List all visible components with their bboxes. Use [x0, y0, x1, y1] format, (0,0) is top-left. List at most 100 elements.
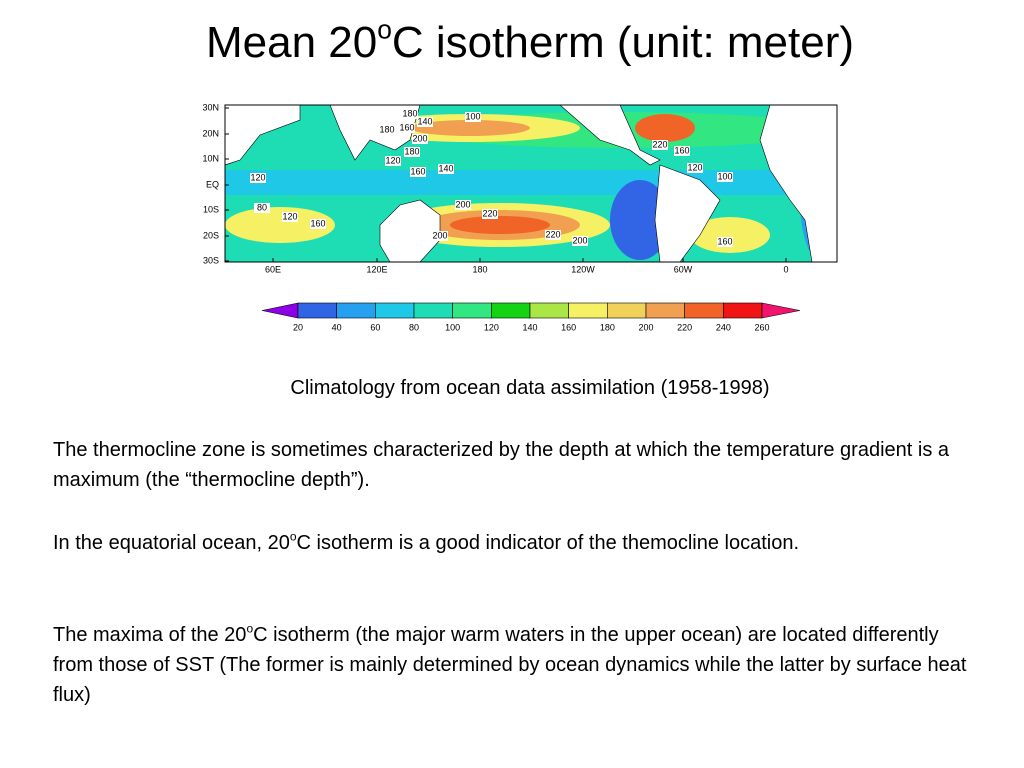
land — [329, 105, 421, 161]
colorbar-box — [297, 302, 337, 319]
contour-label-bg — [254, 203, 270, 213]
colorbar-label: 160 — [561, 322, 576, 332]
contour-label: 220 — [545, 229, 560, 239]
contour-label-bg — [717, 172, 733, 182]
warm-band — [635, 114, 695, 142]
colorbar-label: 60 — [370, 322, 380, 332]
contour-label-bg — [379, 125, 395, 135]
colorbar-label: 120 — [484, 322, 499, 332]
lat-label: 20N — [202, 128, 219, 138]
contour-label: 160 — [399, 122, 414, 132]
colorbar-box — [568, 302, 608, 319]
lon-label: 120W — [571, 264, 595, 274]
colorbar-label: 260 — [754, 322, 769, 332]
contour-label-bg — [465, 112, 481, 122]
colorbar-end — [761, 302, 801, 319]
map-field — [225, 105, 837, 262]
colorbar-label: 20 — [293, 322, 303, 332]
contour-label-bg — [385, 156, 401, 166]
contour-label-bg — [412, 134, 428, 144]
contour-label-bg — [482, 209, 498, 219]
cold-band — [610, 180, 670, 260]
colorbar-box — [452, 302, 492, 319]
land — [225, 105, 301, 166]
colorbar-label: 140 — [522, 322, 537, 332]
contour-label-bg — [417, 117, 433, 127]
title-rest: C isotherm (unit: meter) — [391, 18, 855, 67]
lat-label: 30N — [202, 102, 219, 112]
paragraph-text: The thermocline zone is sometimes charac… — [53, 439, 950, 491]
contour-label: 160 — [410, 166, 425, 176]
contour-label: 120 — [687, 162, 702, 172]
contour-label-bg — [399, 123, 415, 133]
land — [654, 164, 721, 262]
contour-label: 180 — [379, 124, 394, 134]
title-text: Mean 20 — [205, 18, 378, 67]
lat-label: 10S — [203, 204, 219, 214]
contour-label: 220 — [652, 139, 667, 149]
contour-label-bg — [432, 231, 448, 241]
contour-label-bg — [402, 109, 418, 119]
lat-label: EQ — [206, 179, 219, 189]
slide-title: Mean 20oC isotherm (unit: meter) — [0, 14, 1024, 68]
land — [559, 105, 661, 166]
lat-label: 20S — [203, 230, 219, 240]
paragraph: The thermocline zone is sometimes charac… — [53, 435, 973, 495]
warm-band — [410, 120, 530, 136]
colorbar-box — [607, 302, 647, 319]
title-sup: o — [377, 14, 392, 45]
contour-label: 180 — [402, 108, 417, 118]
contour-label: 80 — [257, 202, 267, 212]
colorbar-label: 200 — [638, 322, 653, 332]
colorbar-box — [684, 302, 724, 319]
lat-label: 30S — [203, 255, 219, 265]
warm-band — [690, 217, 770, 253]
contour-label-bg — [717, 237, 733, 247]
colorbar-label: 220 — [677, 322, 692, 332]
contour-label-bg — [310, 219, 326, 229]
paragraph: The maxima of the 20oC isotherm (the maj… — [53, 620, 973, 710]
paragraph-sup: o — [246, 621, 254, 636]
contour-label: 100 — [717, 171, 732, 181]
contour-label: 220 — [482, 208, 497, 218]
contour-label: 200 — [455, 199, 470, 209]
colorbar-box — [645, 302, 685, 319]
paragraph-sup: o — [289, 529, 297, 544]
contour-label: 160 — [717, 236, 732, 246]
colorbar-box — [723, 302, 763, 319]
contour-label-bg — [572, 236, 588, 246]
equator-band — [225, 170, 837, 195]
contour-label: 200 — [432, 230, 447, 240]
contour-label-bg — [404, 147, 420, 157]
colorbar-box — [413, 302, 453, 319]
contour-label-bg — [250, 173, 266, 183]
map-frame — [224, 104, 838, 263]
colorbar-box — [491, 302, 531, 319]
lon-label: 60W — [674, 264, 693, 274]
paragraph-text: C isotherm is a good indicator of the th… — [296, 532, 800, 554]
contour-label-bg — [687, 163, 703, 173]
paragraph-text: C isotherm (the major warm waters in the… — [53, 624, 967, 706]
contour-label: 180 — [404, 146, 419, 156]
contour-label: 140 — [417, 116, 432, 126]
contour-label-bg — [652, 140, 668, 150]
contour-label-bg — [438, 164, 454, 174]
paragraph-text: The maxima of the 20 — [53, 624, 247, 646]
figure: 30N 20N 10N EQ 10S 20S 30S 60E 120E 180 120W 60W 0 10… — [202, 102, 838, 332]
contour-label-bg — [455, 200, 471, 210]
colorbar-box — [375, 302, 415, 319]
contour-label-bg — [674, 146, 690, 156]
colorbar-end — [261, 302, 299, 319]
contour-label: 100 — [465, 111, 480, 121]
contour-label-bg — [545, 230, 561, 240]
contour-label-bg — [410, 167, 426, 177]
contour-label: 120 — [282, 211, 297, 221]
paragraph: In the equatorial ocean, 20oC isotherm i… — [53, 528, 973, 558]
land — [759, 105, 837, 262]
contour-label: 120 — [385, 155, 400, 165]
contour-label-bg — [282, 212, 298, 222]
colorbar-box — [336, 302, 376, 319]
colorbar-label: 240 — [716, 322, 731, 332]
lon-label: 0 — [783, 264, 788, 274]
